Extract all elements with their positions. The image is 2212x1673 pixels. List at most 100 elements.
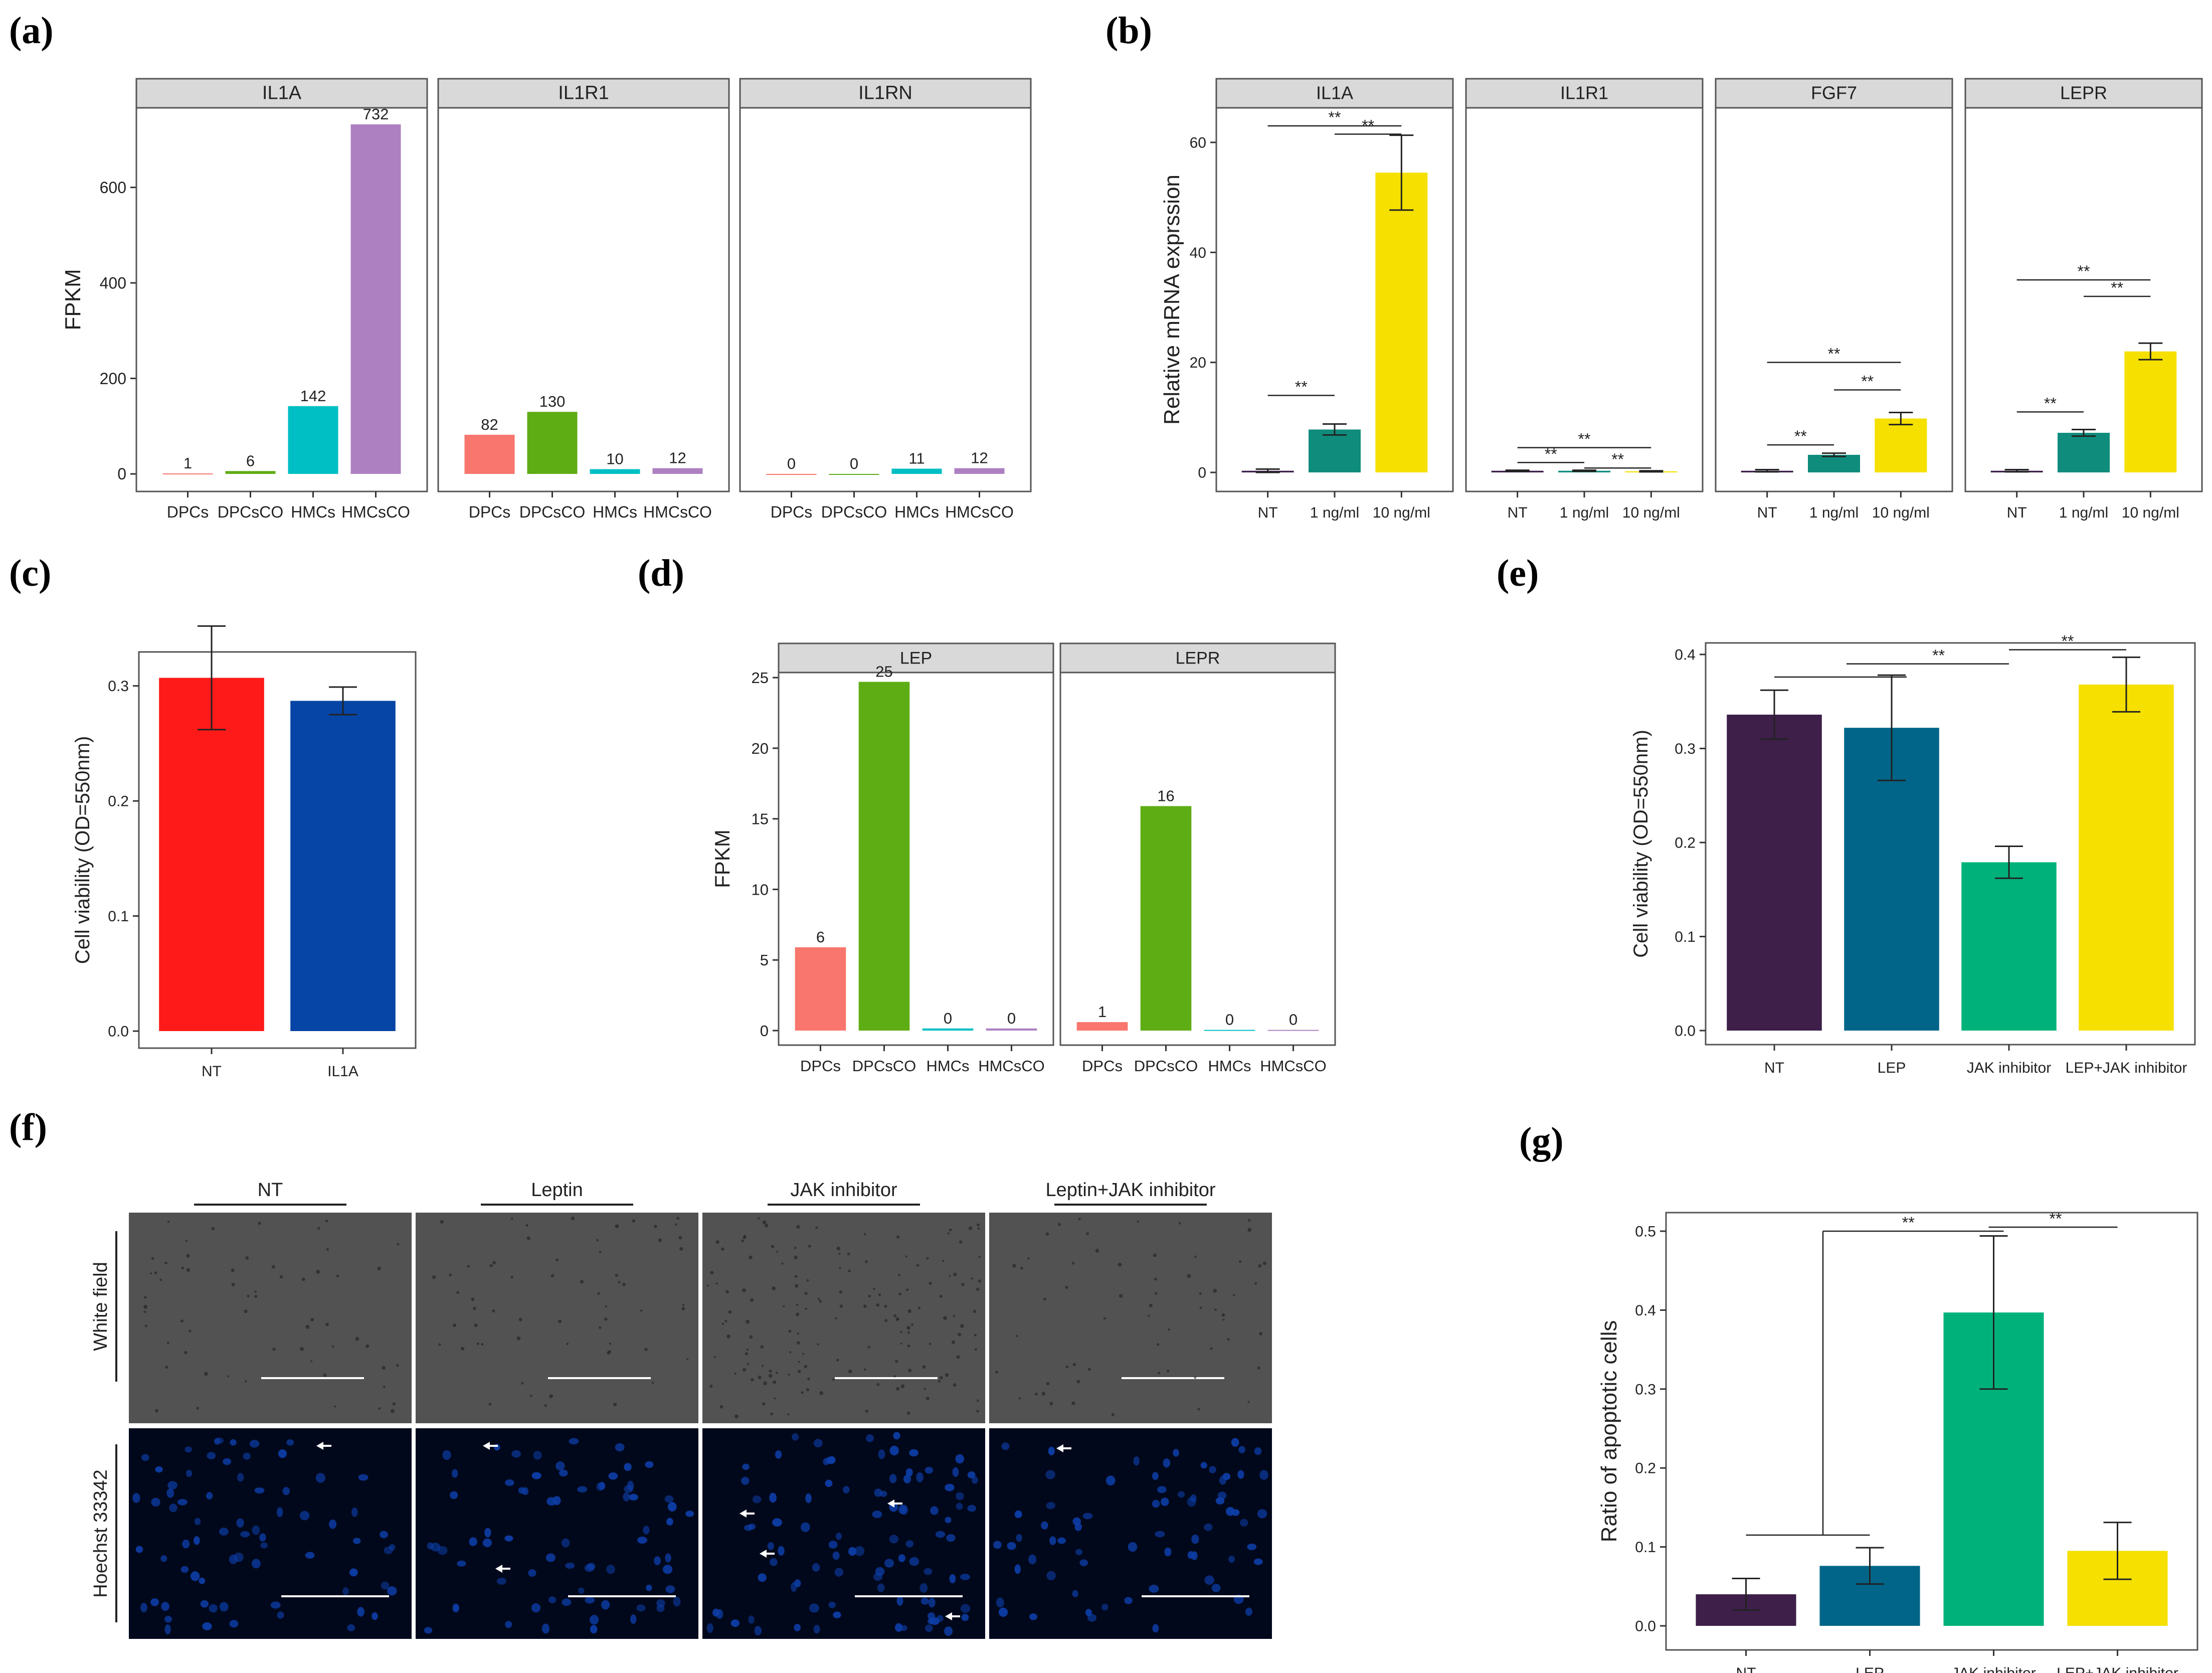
- f-debris-speck: [550, 1274, 555, 1278]
- d-data-label: 0: [1007, 1010, 1016, 1027]
- f-debris-speck: [1148, 1314, 1150, 1317]
- f-nucleus: [528, 1569, 536, 1577]
- c-bar: [159, 678, 264, 1031]
- f-debris-speck: [471, 1297, 475, 1301]
- f-nucleus: [843, 1486, 850, 1493]
- f-debris-speck: [473, 1306, 476, 1310]
- d-facet-strip: [778, 642, 1054, 674]
- b-bar: [2058, 433, 2110, 472]
- e-bar: [2079, 685, 2174, 1031]
- f-nucleus: [260, 1542, 268, 1549]
- f-nucleus: [387, 1586, 397, 1596]
- f-debris-speck: [1045, 1232, 1049, 1236]
- f-hoechst-image: [989, 1428, 1272, 1639]
- f-debris-speck: [571, 1216, 575, 1221]
- f-debris-speck: [1157, 1343, 1160, 1346]
- e-y-tick-label: 0.0: [1675, 1023, 1696, 1040]
- c-y-tick-label: 0.1: [108, 908, 129, 925]
- f-debris-speck: [326, 1248, 329, 1251]
- f-nucleus: [937, 1615, 944, 1622]
- f-debris-speck: [1221, 1313, 1225, 1317]
- f-nucleus: [889, 1445, 899, 1456]
- f-debris-speck: [1262, 1261, 1266, 1265]
- f-arrow-head: [945, 1612, 952, 1620]
- f-nucleus: [452, 1469, 458, 1478]
- f-debris-speck: [355, 1336, 359, 1341]
- f-debris-speck: [977, 1227, 980, 1230]
- f-nucleus: [813, 1624, 820, 1634]
- f-debris-speck: [1049, 1402, 1053, 1406]
- f-debris-speck: [974, 1333, 977, 1336]
- d-bar: [1267, 1030, 1319, 1031]
- f-nucleus: [1015, 1510, 1022, 1517]
- f-debris-speck: [1018, 1397, 1021, 1400]
- f-row-label: Hoechst 33342: [90, 1469, 111, 1598]
- f-debris-speck: [794, 1255, 798, 1259]
- f-debris-speck: [336, 1274, 339, 1278]
- f-nucleus: [1028, 1554, 1037, 1565]
- f-debris-speck: [1027, 1257, 1030, 1260]
- f-nucleus: [533, 1451, 542, 1460]
- f-debris-speck: [817, 1297, 820, 1300]
- f-nucleus: [1016, 1534, 1022, 1542]
- f-debris-speck: [1103, 1317, 1106, 1320]
- f-debris-speck: [1043, 1297, 1046, 1301]
- f-debris-speck: [864, 1260, 868, 1263]
- f-debris-speck: [774, 1397, 776, 1400]
- f-nucleus: [1217, 1491, 1227, 1499]
- f-nucleus: [772, 1518, 782, 1527]
- f-nucleus: [930, 1506, 939, 1515]
- f-debris-speck: [1247, 1401, 1250, 1403]
- g-y-tick-label: 0.3: [1635, 1381, 1656, 1398]
- a-facet-panel: [135, 107, 428, 492]
- f-nucleus: [1163, 1458, 1171, 1468]
- f-debris-speck: [864, 1233, 866, 1236]
- b-significance-label: **: [1861, 372, 1874, 390]
- f-nucleus: [141, 1454, 149, 1461]
- f-debris-speck: [377, 1266, 381, 1271]
- f-nucleus: [685, 1511, 694, 1517]
- f-nucleus: [180, 1566, 189, 1573]
- a-facet-title: IL1A: [262, 83, 302, 104]
- f-nucleus: [993, 1541, 1002, 1549]
- f-nucleus: [848, 1547, 857, 1556]
- d-y-tick-label: 25: [752, 669, 769, 687]
- f-debris-speck: [300, 1347, 304, 1351]
- f-nucleus: [1211, 1584, 1221, 1592]
- c-y-tick-label: 0.3: [108, 678, 129, 695]
- f-debris-speck: [392, 1402, 396, 1406]
- f-debris-speck: [155, 1409, 158, 1413]
- a-data-label: 82: [481, 416, 498, 433]
- f-nucleus: [305, 1552, 315, 1559]
- f-debris-speck: [867, 1346, 870, 1349]
- d-data-label: 0: [1289, 1011, 1298, 1029]
- f-debris-speck: [1168, 1328, 1170, 1331]
- f-debris-speck: [1065, 1365, 1069, 1369]
- a-y-tick-label: 0: [117, 465, 126, 483]
- f-nucleus: [643, 1526, 650, 1535]
- a-bar: [288, 406, 338, 474]
- f-debris-speck: [835, 1317, 837, 1319]
- f-nucleus: [769, 1492, 777, 1503]
- d-data-label: 6: [816, 928, 825, 946]
- f-debris-speck: [1137, 1220, 1139, 1223]
- a-bar: [829, 474, 879, 475]
- f-debris-speck: [1071, 1401, 1075, 1405]
- d-y-axis-label: FPKM: [710, 829, 734, 888]
- e-x-tick-label: LEP: [1878, 1060, 1906, 1076]
- f-nucleus: [155, 1466, 163, 1473]
- f-debris-speck: [764, 1223, 769, 1228]
- f-nucleus: [967, 1471, 976, 1478]
- f-debris-speck: [165, 1366, 168, 1369]
- f-debris-speck: [741, 1239, 745, 1242]
- f-debris-speck: [929, 1343, 932, 1346]
- f-debris-speck: [804, 1291, 808, 1295]
- a-y-tick-label: 400: [100, 274, 126, 292]
- f-nucleus: [240, 1531, 250, 1538]
- f-nucleus: [1057, 1537, 1066, 1544]
- f-nucleus: [186, 1469, 193, 1477]
- f-nucleus: [1007, 1542, 1016, 1550]
- f-debris-speck: [960, 1324, 964, 1328]
- f-debris-speck: [758, 1375, 762, 1380]
- f-nucleus: [898, 1504, 906, 1515]
